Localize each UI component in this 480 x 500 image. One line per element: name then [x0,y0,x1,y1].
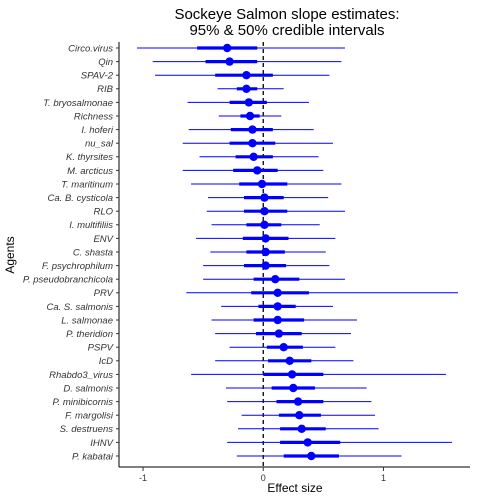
point-estimate [257,179,267,189]
agent-label: M. arcticus [67,166,113,177]
agent-label: P. kabatai [72,451,114,462]
agent-label: K. thyrsites [66,152,113,163]
point-estimate [287,370,297,379]
x-tick-label: 0 [261,473,266,483]
point-estimate [261,247,270,257]
agent-label: RLO [93,207,113,218]
point-estimate [260,193,269,202]
point-estimate [253,166,262,175]
agent-label: S. destruens [60,424,114,435]
agent-label: RIB [97,84,114,95]
agent-label: Richness [74,111,113,122]
agent-label: IcD [99,356,113,367]
point-estimate [289,383,298,393]
agent-label: I. multifiliis [69,220,113,231]
agent-label: Circo.virus [68,43,113,54]
point-estimate [293,397,303,406]
point-estimate [261,234,270,243]
agent-label: ENV [93,234,114,245]
agent-label: SPAV-2 [81,71,114,82]
agent-label: C. shasta [73,247,113,258]
point-estimate [271,275,280,284]
point-estimate [307,451,316,461]
plot-area [137,42,458,467]
x-tick-label: -1 [139,473,147,483]
agent-label: PRV [94,288,115,299]
point-estimate [273,315,282,325]
point-estimate [244,98,254,107]
point-estimate [297,424,306,433]
point-estimate [279,343,288,352]
agent-label: D. salmonis [63,383,113,394]
point-estimate [248,139,257,148]
point-estimate [225,57,234,66]
point-estimate [222,43,232,53]
point-estimate [248,125,257,134]
agent-label: F. margolisi [65,411,114,422]
agent-label: I. hoferi [81,125,114,136]
point-estimate [249,152,258,161]
point-estimate [260,207,269,216]
agent-label: Ca. B. cysticola [48,193,113,204]
agent-label: F. psychrophilum [42,261,113,272]
point-estimate [295,411,304,420]
point-estimate [242,71,251,80]
chart-title-line-2: 95% & 50% credible intervals [189,22,384,39]
point-estimate [285,356,294,365]
agent-label: Rhabdo3_virus [49,370,113,381]
point-estimate [245,111,255,121]
chart-title-line-1: Sockeye Salmon slope estimates: [174,6,399,23]
agent-label: PSPV [88,343,115,354]
agent-label: Ca. S. salmonis [46,302,113,313]
agent-label: P. minibicornis [52,397,113,408]
y-axis-title: Agents [3,236,17,273]
agent-label: L. salmonae [61,315,113,326]
point-estimate [261,261,270,270]
x-axis-title: Effect size [267,481,322,495]
agent-label: IHNV [90,438,114,449]
point-estimate [303,438,312,447]
point-estimate [274,329,284,338]
x-tick-label: 1 [381,473,386,483]
agent-label: P. pseudobranchicola [23,275,113,286]
agent-label: Qin [98,57,113,68]
agent-label: nu_sal [85,139,114,150]
agent-label: T. bryosalmonae [43,98,113,109]
point-estimate [260,220,269,229]
point-estimate [273,302,282,311]
point-estimate [273,288,282,297]
agent-label: T. maritinum [61,179,113,190]
agent-label: P. theridion [66,329,113,340]
point-estimate [242,84,251,94]
